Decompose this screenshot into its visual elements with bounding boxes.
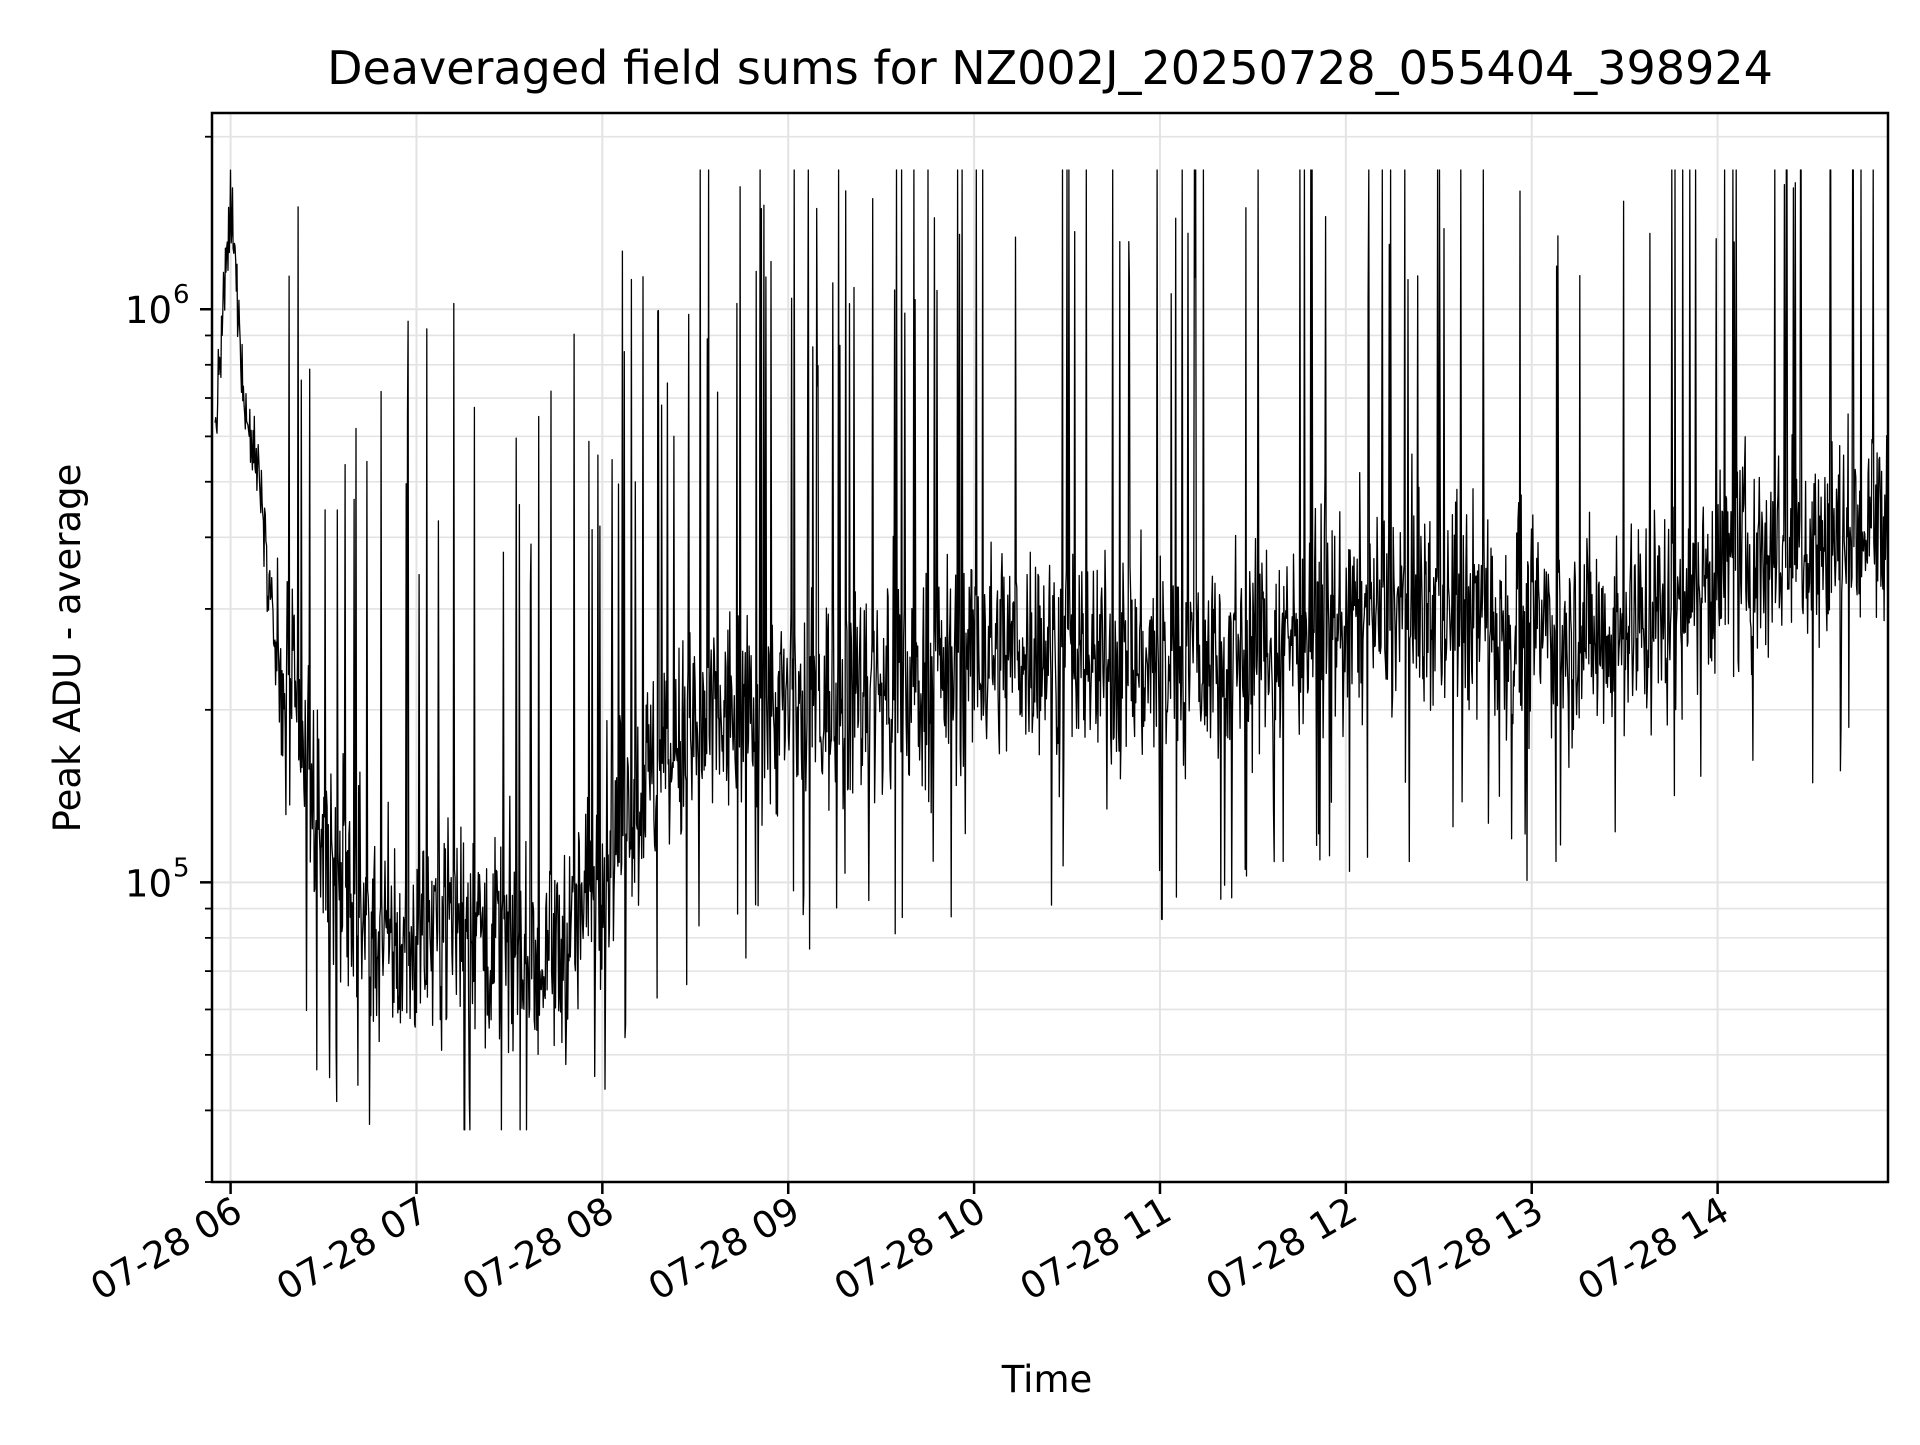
y-tick-label: 10: [125, 289, 172, 332]
chart-title: Deaveraged field sums for NZ002J_2025072…: [327, 41, 1773, 95]
x-tick-label: 07-28 11: [1013, 1189, 1179, 1309]
x-tick-label: 07-28 12: [1199, 1189, 1365, 1309]
x-axis: 07-28 06 07-28 07 07-28 08 07-28 09 07-28 10…: [84, 1182, 1737, 1309]
y-tick-base: 10: [125, 289, 172, 332]
series-line: [214, 169, 1889, 1131]
y-tick-exponent: 5: [173, 853, 190, 883]
x-tick-label: 07-28 13: [1385, 1189, 1551, 1309]
x-tick-label: 07-28 07: [269, 1189, 435, 1309]
series-layer: [214, 169, 1889, 1131]
y-tick-base: 10: [125, 862, 172, 905]
x-tick-label: 07-28 08: [455, 1189, 621, 1309]
x-tick-label: 07-28 09: [641, 1189, 807, 1309]
x-tick-label: 07-28 06: [84, 1189, 250, 1309]
y-tick-label: 10: [125, 862, 172, 905]
y-axis-label: Peak ADU - average: [46, 464, 89, 833]
x-axis-label: Time: [1001, 1358, 1093, 1401]
x-tick-label: 07-28 14: [1571, 1189, 1737, 1309]
grid-layer: [212, 113, 1888, 1183]
y-tick-exponent: 6: [173, 280, 190, 310]
x-tick-label: 07-28 10: [827, 1189, 993, 1309]
plot-frame: [210, 111, 1890, 1184]
